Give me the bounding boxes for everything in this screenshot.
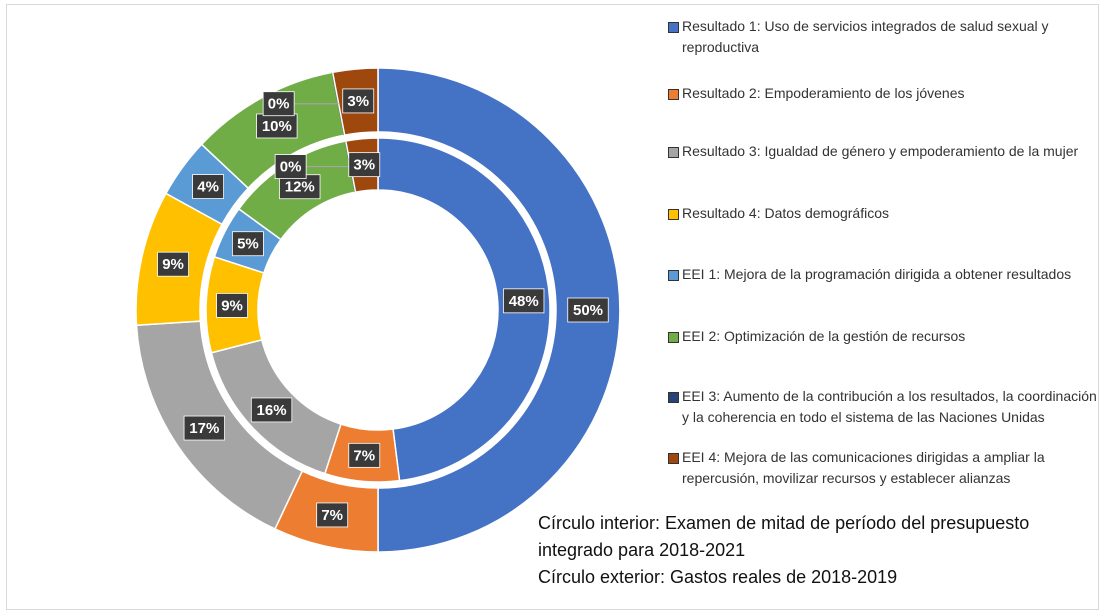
data-label-box [348,442,381,468]
data-label-box [250,397,293,423]
data-label: 4% [197,179,219,196]
legend-item: Resultado 2: Empoderamiento de los jóven… [668,83,1100,104]
data-label: 17% [189,420,219,437]
donut-segment [377,137,551,482]
data-label: 12% [285,179,315,196]
data-label-box [274,154,307,179]
notes: Círculo interior: Examen de mitad de per… [538,510,1098,591]
data-label: 16% [257,402,287,419]
data-label: 0% [280,159,302,176]
note: Círculo exterior: Gastos reales de 2018-… [538,567,898,587]
note: Círculo interior: Examen de mitad de per… [538,513,1030,560]
data-label-box [316,502,349,528]
donut-segment [377,67,621,553]
legend-swatch [668,22,679,33]
chart-frame [6,4,1099,610]
data-label: 50% [573,302,603,319]
data-label-box [256,113,298,139]
legend-swatch [668,89,679,100]
data-label-box [503,288,545,314]
legend-item: EEI 3: Aumento de la contribución a los … [668,386,1100,428]
data-label: 7% [321,507,343,524]
legend-label: EEI 1: Mejora de la programación dirigid… [682,266,1072,282]
data-label: 0% [268,96,290,113]
data-label-box [157,251,189,277]
data-label: 7% [353,447,375,464]
legend-item: Resultado 1: Uso de servicios integrados… [668,16,1100,58]
legend-label: EEI 4: Mejora de las comunicaciones diri… [682,449,1045,486]
data-label-box [232,231,264,257]
data-label: 5% [237,236,259,253]
data-label-box [342,88,375,114]
legend-swatch [668,209,679,220]
legend-item: EEI 1: Mejora de la programación dirigid… [668,264,1100,285]
legend-label: Resultado 3: Igualdad de género y empode… [682,143,1079,159]
data-label: 3% [347,93,369,110]
data-label: 3% [353,157,375,174]
legend-item: Resultado 3: Igualdad de género y empode… [668,141,1100,162]
data-label-box [216,293,248,318]
data-label-box [567,297,609,323]
legend-item: Resultado 4: Datos demográficos [668,203,1100,224]
legend-item: EEI 2: Optimización de la gestión de rec… [668,326,1100,347]
data-label: 9% [221,297,243,314]
legend-label: Resultado 1: Uso de servicios integrados… [682,18,1049,55]
data-label: 48% [509,293,539,310]
legend-swatch [668,147,679,158]
legend-label: Resultado 2: Empoderamiento de los jóven… [682,85,965,101]
legend-swatch [668,392,679,403]
legend-label: Resultado 4: Datos demográficos [682,205,889,221]
legend-label: EEI 3: Aumento de la contribución a los … [682,388,1097,425]
legend-label: EEI 2: Optimización de la gestión de rec… [682,328,966,344]
legend-item: EEI 4: Mejora de las comunicaciones diri… [668,447,1100,489]
data-label-box [192,174,225,199]
data-label: 9% [162,256,184,273]
data-label-box [262,91,295,117]
data-label: 10% [262,118,292,135]
legend-swatch [668,453,679,464]
data-label-box [348,152,381,178]
data-label-box [183,415,225,441]
legend-swatch [668,332,679,343]
legend-swatch [668,270,679,281]
